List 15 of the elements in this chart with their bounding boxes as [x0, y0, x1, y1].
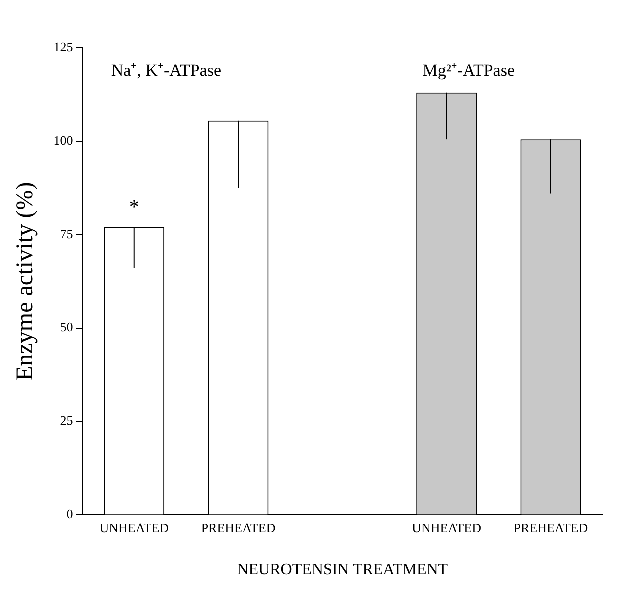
x-tick-label: UNHEATED [412, 520, 482, 536]
y-tick-label: 125 [54, 39, 74, 54]
annotation: Mg²⁺-ATPase [422, 61, 516, 80]
annotation: Na⁺, K⁺-ATPase [111, 61, 222, 80]
y-tick-label: 100 [54, 132, 74, 148]
x-axis-title: NEUROTENSIN TREATMENT [237, 562, 448, 579]
x-tick-label: PREHEATED [201, 520, 276, 536]
annotation: * [129, 196, 140, 218]
y-tick-label: 25 [60, 413, 74, 428]
y-axis-title: Enzyme activity (%) [12, 182, 39, 381]
x-tick-label: UNHEATED [100, 520, 170, 536]
y-tick-label: 0 [66, 506, 74, 522]
y-tick-label: 75 [60, 226, 74, 242]
y-tick-label: 50 [60, 320, 74, 335]
x-tick-label: PREHEATED [514, 520, 588, 536]
